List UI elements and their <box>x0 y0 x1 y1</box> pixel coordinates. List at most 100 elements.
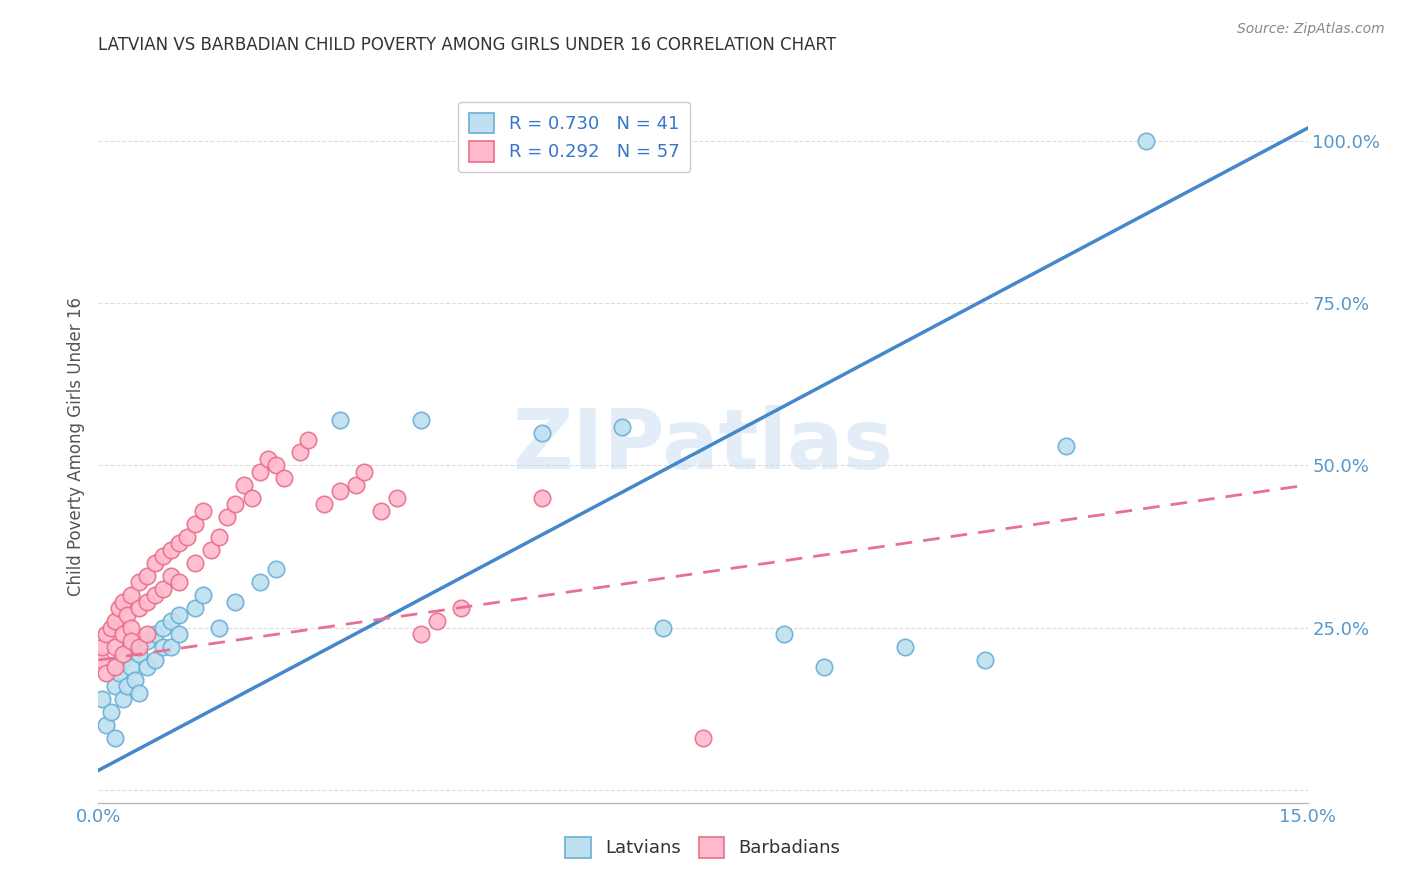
Point <box>256 452 278 467</box>
Point <box>120 621 142 635</box>
Point <box>651 621 673 635</box>
Point <box>208 621 231 635</box>
Point <box>120 588 142 602</box>
Point <box>344 478 367 492</box>
Point <box>128 685 150 699</box>
Point <box>167 536 190 550</box>
Point <box>160 614 183 628</box>
Point <box>530 425 553 440</box>
Point <box>111 627 134 641</box>
Point <box>264 562 287 576</box>
Point <box>409 413 432 427</box>
Text: Source: ZipAtlas.com: Source: ZipAtlas.com <box>1237 22 1385 37</box>
Point <box>128 601 150 615</box>
Point <box>100 621 122 635</box>
Point <box>143 556 166 570</box>
Point <box>115 679 138 693</box>
Point <box>124 673 146 687</box>
Point <box>176 530 198 544</box>
Point <box>103 614 125 628</box>
Point <box>111 647 134 661</box>
Point <box>612 419 634 434</box>
Point <box>91 640 114 654</box>
Point <box>200 542 222 557</box>
Point <box>143 588 166 602</box>
Point <box>135 659 157 673</box>
Point <box>143 627 166 641</box>
Point <box>115 607 138 622</box>
Point <box>111 692 134 706</box>
Point <box>135 633 157 648</box>
Point <box>329 413 352 427</box>
Point <box>264 458 287 473</box>
Point <box>193 588 215 602</box>
Point <box>1054 439 1077 453</box>
Point <box>90 653 112 667</box>
Point <box>409 627 432 641</box>
Point <box>128 575 150 590</box>
Point <box>96 718 118 732</box>
Point <box>232 478 254 492</box>
Point <box>249 575 271 590</box>
Point <box>224 595 246 609</box>
Point <box>152 582 174 596</box>
Point <box>160 568 183 582</box>
Point <box>450 601 472 615</box>
Point <box>370 504 392 518</box>
Legend: Latvians, Barbadians: Latvians, Barbadians <box>558 830 848 865</box>
Point <box>128 640 150 654</box>
Point <box>107 601 129 615</box>
Point <box>353 465 375 479</box>
Point <box>111 653 134 667</box>
Point <box>107 666 129 681</box>
Point <box>135 627 157 641</box>
Point <box>240 491 263 505</box>
Text: ZIPatlas: ZIPatlas <box>513 406 893 486</box>
Point <box>224 497 246 511</box>
Point <box>152 621 174 635</box>
Point <box>120 640 142 654</box>
Point <box>692 731 714 745</box>
Text: LATVIAN VS BARBADIAN CHILD POVERTY AMONG GIRLS UNDER 16 CORRELATION CHART: LATVIAN VS BARBADIAN CHILD POVERTY AMONG… <box>98 36 837 54</box>
Point <box>208 530 231 544</box>
Point <box>772 627 794 641</box>
Point <box>120 633 142 648</box>
Point <box>103 640 125 654</box>
Point <box>160 640 183 654</box>
Point <box>103 679 125 693</box>
Point <box>167 627 190 641</box>
Point <box>152 640 174 654</box>
Point <box>167 575 190 590</box>
Y-axis label: Child Poverty Among Girls Under 16: Child Poverty Among Girls Under 16 <box>66 296 84 596</box>
Point <box>813 659 835 673</box>
Point <box>91 692 114 706</box>
Point <box>128 647 150 661</box>
Point <box>193 504 215 518</box>
Point <box>135 595 157 609</box>
Point <box>217 510 239 524</box>
Point <box>273 471 295 485</box>
Point <box>974 653 997 667</box>
Point <box>288 445 311 459</box>
Point <box>184 556 207 570</box>
Point <box>100 705 122 719</box>
Point <box>297 433 319 447</box>
Point <box>96 666 118 681</box>
Point <box>184 516 207 531</box>
Point <box>96 627 118 641</box>
Point <box>103 731 125 745</box>
Point <box>143 653 166 667</box>
Point <box>135 568 157 582</box>
Point <box>385 491 408 505</box>
Point <box>893 640 915 654</box>
Point <box>530 491 553 505</box>
Point <box>1135 134 1157 148</box>
Point <box>314 497 336 511</box>
Point <box>249 465 271 479</box>
Point <box>426 614 449 628</box>
Point <box>152 549 174 564</box>
Point <box>329 484 352 499</box>
Point <box>160 542 183 557</box>
Point <box>184 601 207 615</box>
Point <box>103 659 125 673</box>
